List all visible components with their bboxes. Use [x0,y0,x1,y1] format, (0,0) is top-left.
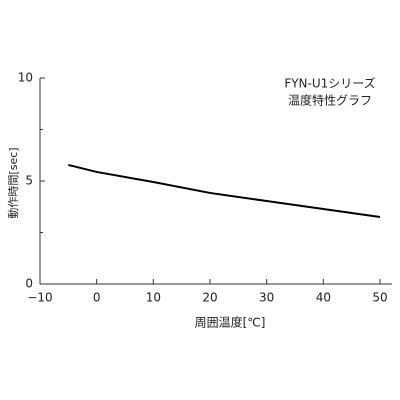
data-line [68,163,381,219]
chart-subtitle: 温度特性グラフ [288,93,372,108]
y-axis-label: 動作時間[sec] [6,147,20,218]
x-tick-label: 0 [93,291,101,305]
x-tick-label: 20 [202,291,217,305]
chart-title: FYN-U1シリーズ [284,76,375,91]
y-tick-label: 5 [25,174,33,188]
x-tick-label: 50 [372,291,387,305]
x-axis-label: 周囲温度[℃] [195,315,266,330]
x-tick-label: 30 [259,291,274,305]
x-tick-label: −10 [27,291,52,305]
y-tick-label: 0 [25,277,33,291]
x-tick-label: 40 [316,291,331,305]
x-tick-label: 10 [146,291,161,305]
y-tick-label: 10 [18,71,33,85]
